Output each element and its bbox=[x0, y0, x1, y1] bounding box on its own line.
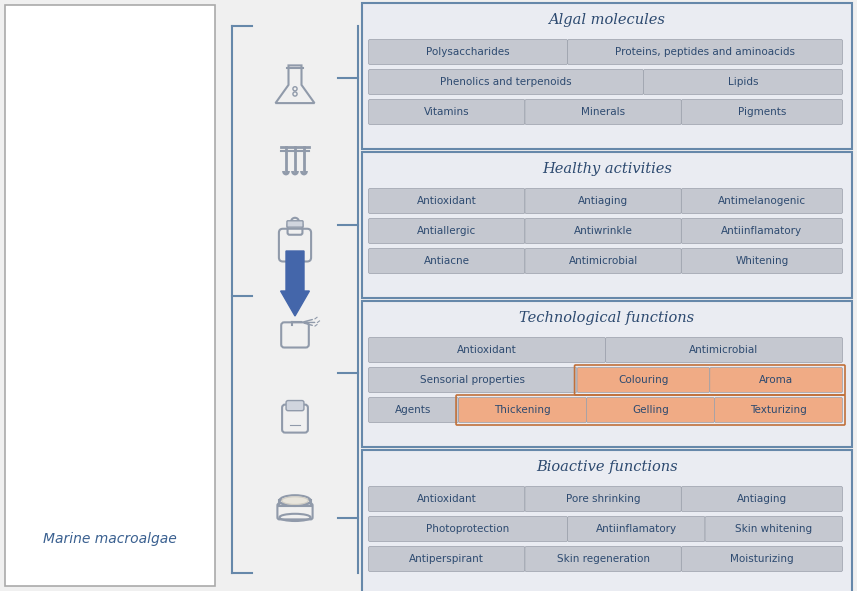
FancyBboxPatch shape bbox=[286, 401, 304, 411]
FancyBboxPatch shape bbox=[362, 450, 852, 591]
FancyBboxPatch shape bbox=[369, 398, 458, 423]
Text: Antiinflamatory: Antiinflamatory bbox=[596, 524, 677, 534]
FancyBboxPatch shape bbox=[5, 5, 215, 586]
FancyBboxPatch shape bbox=[369, 70, 644, 95]
FancyBboxPatch shape bbox=[369, 189, 525, 213]
Text: Skin whitening: Skin whitening bbox=[735, 524, 812, 534]
FancyBboxPatch shape bbox=[705, 517, 842, 541]
FancyBboxPatch shape bbox=[369, 248, 525, 274]
FancyBboxPatch shape bbox=[369, 99, 525, 125]
Text: Algal molecules: Algal molecules bbox=[548, 13, 665, 27]
Text: Moisturizing: Moisturizing bbox=[730, 554, 794, 564]
Text: Texturizing: Texturizing bbox=[750, 405, 807, 415]
FancyBboxPatch shape bbox=[362, 152, 852, 298]
Polygon shape bbox=[280, 251, 309, 316]
Text: Photoprotection: Photoprotection bbox=[427, 524, 510, 534]
Text: Vitamins: Vitamins bbox=[424, 107, 470, 117]
Text: Healthy activities: Healthy activities bbox=[542, 162, 672, 176]
Text: Phenolics and terpenoids: Phenolics and terpenoids bbox=[440, 77, 572, 87]
Text: Colouring: Colouring bbox=[618, 375, 668, 385]
FancyBboxPatch shape bbox=[681, 219, 842, 243]
FancyBboxPatch shape bbox=[369, 368, 577, 392]
Ellipse shape bbox=[282, 497, 309, 505]
Text: Marine macroalgae: Marine macroalgae bbox=[43, 532, 177, 546]
Text: Minerals: Minerals bbox=[581, 107, 626, 117]
Text: Whitening: Whitening bbox=[735, 256, 788, 266]
FancyBboxPatch shape bbox=[606, 337, 842, 362]
FancyBboxPatch shape bbox=[525, 219, 681, 243]
Text: Antioxidant: Antioxidant bbox=[417, 196, 476, 206]
FancyBboxPatch shape bbox=[681, 248, 842, 274]
Text: Skin regeneration: Skin regeneration bbox=[557, 554, 650, 564]
FancyBboxPatch shape bbox=[586, 398, 715, 423]
FancyBboxPatch shape bbox=[644, 70, 842, 95]
Text: Sensorial properties: Sensorial properties bbox=[420, 375, 525, 385]
Text: Antioxidant: Antioxidant bbox=[417, 494, 476, 504]
FancyBboxPatch shape bbox=[369, 517, 567, 541]
FancyBboxPatch shape bbox=[567, 40, 842, 64]
Text: Proteins, peptides and aminoacids: Proteins, peptides and aminoacids bbox=[615, 47, 795, 57]
FancyBboxPatch shape bbox=[525, 547, 681, 571]
FancyBboxPatch shape bbox=[715, 398, 842, 423]
Text: Antiaging: Antiaging bbox=[737, 494, 787, 504]
Text: Antiallergic: Antiallergic bbox=[417, 226, 476, 236]
FancyBboxPatch shape bbox=[525, 189, 681, 213]
Text: Antiwrinkle: Antiwrinkle bbox=[573, 226, 632, 236]
FancyBboxPatch shape bbox=[681, 486, 842, 511]
FancyBboxPatch shape bbox=[525, 99, 681, 125]
Text: Lipids: Lipids bbox=[728, 77, 758, 87]
Text: Aroma: Aroma bbox=[759, 375, 794, 385]
FancyBboxPatch shape bbox=[369, 547, 525, 571]
Text: Pore shrinking: Pore shrinking bbox=[566, 494, 640, 504]
FancyBboxPatch shape bbox=[369, 40, 567, 64]
Text: Antioxidant: Antioxidant bbox=[457, 345, 517, 355]
FancyBboxPatch shape bbox=[525, 248, 681, 274]
FancyBboxPatch shape bbox=[710, 368, 842, 392]
Text: Antiperspirant: Antiperspirant bbox=[410, 554, 484, 564]
Text: Pigments: Pigments bbox=[738, 107, 786, 117]
FancyBboxPatch shape bbox=[577, 368, 710, 392]
Text: Antimelanogenic: Antimelanogenic bbox=[718, 196, 806, 206]
FancyBboxPatch shape bbox=[525, 486, 681, 511]
FancyBboxPatch shape bbox=[681, 547, 842, 571]
Text: Technological functions: Technological functions bbox=[519, 311, 694, 325]
Text: Antimicrobial: Antimicrobial bbox=[568, 256, 638, 266]
FancyBboxPatch shape bbox=[369, 337, 606, 362]
FancyBboxPatch shape bbox=[369, 486, 525, 511]
Text: Thickening: Thickening bbox=[494, 405, 551, 415]
Text: Agents: Agents bbox=[395, 405, 432, 415]
Text: Antiaging: Antiaging bbox=[578, 196, 628, 206]
Text: Antiinflamatory: Antiinflamatory bbox=[722, 226, 802, 236]
FancyBboxPatch shape bbox=[362, 3, 852, 149]
FancyBboxPatch shape bbox=[287, 221, 303, 227]
FancyBboxPatch shape bbox=[362, 301, 852, 447]
Text: Polysaccharides: Polysaccharides bbox=[426, 47, 510, 57]
Text: Gelling: Gelling bbox=[632, 405, 669, 415]
Text: Bioactive functions: Bioactive functions bbox=[536, 460, 678, 474]
FancyBboxPatch shape bbox=[369, 219, 525, 243]
FancyBboxPatch shape bbox=[567, 517, 705, 541]
Text: Antiacne: Antiacne bbox=[423, 256, 470, 266]
FancyBboxPatch shape bbox=[681, 99, 842, 125]
Text: Antimicrobial: Antimicrobial bbox=[689, 345, 758, 355]
FancyBboxPatch shape bbox=[681, 189, 842, 213]
FancyBboxPatch shape bbox=[458, 398, 586, 423]
